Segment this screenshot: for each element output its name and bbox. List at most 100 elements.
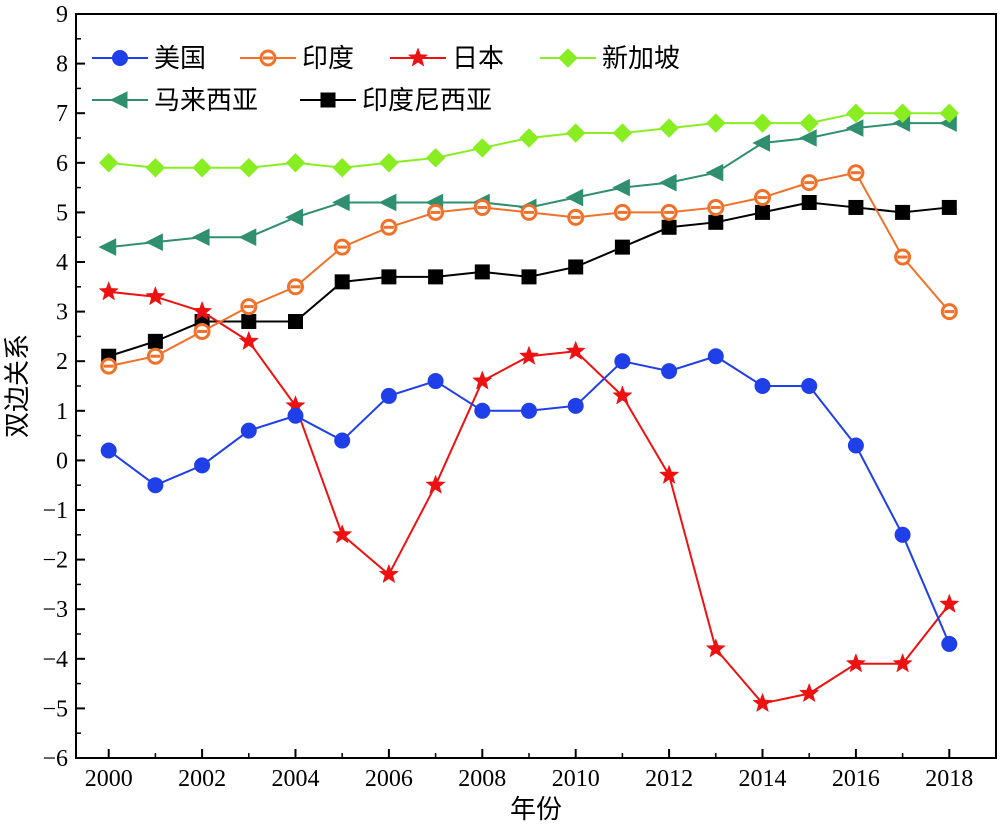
data-point	[240, 422, 257, 439]
data-point	[147, 333, 163, 349]
legend-marker	[109, 91, 128, 109]
data-point	[427, 373, 444, 390]
series-line	[108, 355, 951, 645]
data-point	[565, 123, 586, 143]
data-point	[612, 123, 633, 143]
y-tick-label: 7	[56, 101, 68, 127]
x-axis-title: 年份	[510, 795, 562, 825]
data-point	[845, 119, 864, 137]
data-point	[799, 129, 817, 147]
y-tick-label: 3	[56, 300, 68, 326]
x-tick-label: 2006	[365, 766, 413, 792]
data-point	[847, 437, 864, 454]
data-point	[567, 397, 584, 414]
data-point	[287, 314, 303, 330]
data-point	[801, 378, 818, 394]
y-tick-label: −2	[42, 548, 68, 574]
data-point	[565, 188, 584, 207]
data-point	[846, 103, 866, 123]
x-tick-label: 2012	[645, 766, 693, 792]
x-tick-label: 2010	[552, 766, 600, 792]
legend-label: 印度尼西亚	[362, 86, 492, 116]
data-point	[705, 163, 724, 182]
data-point	[707, 348, 724, 365]
y-tick-label: 1	[56, 399, 68, 425]
data-point	[472, 370, 493, 390]
data-point	[474, 264, 490, 280]
data-point	[332, 158, 352, 178]
data-point	[332, 524, 353, 544]
x-tick-label: 2018	[925, 766, 973, 792]
data-point	[334, 274, 350, 290]
axes: −6 −5 −4 −3 −2 −1 0 1 2 3 4 5 6 7 8 9 2000 2002 2004 2006 20…	[42, 2, 997, 792]
data-point	[565, 340, 586, 360]
data-point	[708, 214, 724, 230]
legend-label: 新加坡	[602, 44, 680, 74]
y-tick-label: −4	[42, 647, 68, 673]
data-point	[799, 682, 820, 703]
legend-label: 印度	[302, 44, 354, 74]
data-point	[614, 239, 630, 255]
y-tick-label: 2	[56, 349, 68, 375]
data-point	[241, 314, 257, 330]
data-point	[848, 199, 864, 215]
data-point	[145, 158, 166, 178]
x-tick-label: 2000	[85, 766, 133, 792]
legend-entry: 新加坡	[540, 44, 680, 74]
data-point	[425, 474, 446, 494]
legend-entry: 马来西亚	[92, 86, 258, 116]
legend-marker	[112, 50, 128, 66]
data-point	[381, 269, 397, 285]
y-tick-label: 0	[56, 448, 68, 474]
data-point	[239, 158, 259, 178]
data-point	[659, 118, 679, 138]
data-point	[238, 228, 257, 247]
data-point	[521, 269, 537, 285]
data-point	[191, 300, 213, 321]
x-tick-label: 2004	[271, 766, 319, 792]
data-point	[705, 638, 726, 658]
data-point	[752, 134, 770, 152]
data-point	[100, 442, 117, 459]
y-tick-label: −5	[42, 696, 68, 722]
data-point	[754, 204, 770, 220]
data-point	[145, 233, 163, 251]
data-point	[428, 269, 444, 285]
data-point	[752, 113, 773, 133]
y-tick-label: 6	[56, 151, 68, 177]
legend-label: 马来西亚	[154, 86, 258, 116]
legend-entry: 美国	[92, 44, 206, 74]
data-point	[799, 113, 819, 133]
y-tick-label: −1	[42, 498, 68, 524]
legend-label: 日本	[452, 44, 504, 74]
data-point	[661, 219, 677, 235]
data-point	[380, 387, 397, 404]
data-point	[192, 158, 212, 178]
series-5	[98, 114, 957, 256]
data-point	[194, 457, 211, 474]
data-point	[98, 238, 117, 256]
data-point	[519, 128, 539, 148]
series-layer	[98, 103, 960, 713]
data-point	[894, 526, 911, 543]
data-point	[191, 228, 210, 247]
legend-marker	[407, 47, 429, 67]
data-point	[612, 178, 630, 197]
data-point	[145, 286, 166, 306]
data-point	[895, 204, 911, 220]
data-point	[845, 653, 867, 673]
data-point	[939, 593, 960, 613]
y-tick-label: −6	[42, 746, 68, 772]
data-point	[752, 692, 773, 713]
data-point	[379, 153, 399, 173]
legend-marker	[558, 48, 578, 68]
data-point	[238, 330, 259, 351]
data-point	[518, 345, 540, 365]
y-tick-label: 4	[56, 250, 68, 276]
data-point	[754, 378, 771, 394]
series-6	[101, 194, 957, 364]
data-point	[378, 563, 400, 584]
series-3	[98, 281, 960, 713]
